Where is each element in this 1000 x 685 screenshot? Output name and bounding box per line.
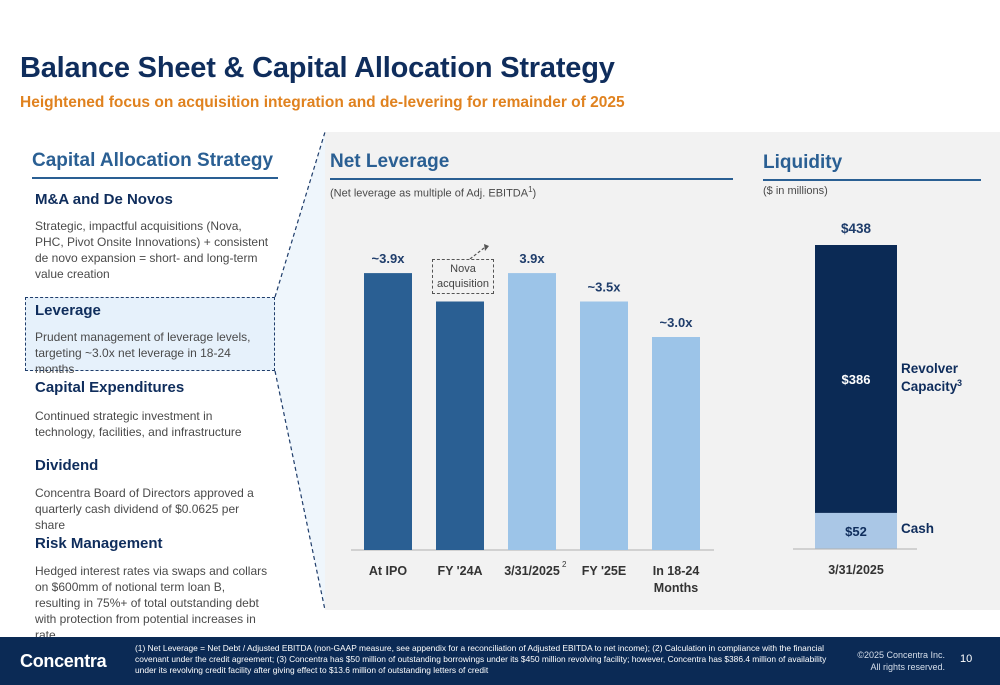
- section-title-dividend: Dividend: [35, 457, 99, 474]
- revolver-capacity-label: Revolver Capacity3: [901, 361, 963, 394]
- net-leverage-data-label: ~3.9x: [372, 251, 406, 266]
- net-leverage-bar: [436, 301, 484, 550]
- footer: Concentra (1) Net Leverage = Net Debt / …: [0, 637, 1000, 685]
- liquidity-bar-segment: [815, 512, 897, 549]
- net-leverage-category-label: FY '25E: [582, 564, 626, 578]
- net-leverage-category-label: FY '24A: [437, 564, 482, 578]
- section-body-dividend: Concentra Board of Directors approved a …: [35, 486, 254, 532]
- section-title-risk: Risk Management: [35, 535, 163, 552]
- net-leverage-bar: [580, 301, 628, 550]
- section-title-leverage: Leverage: [35, 302, 101, 319]
- copyright: ©2025 Concentra Inc. All rights reserved…: [857, 650, 945, 672]
- liquidity-bar-segment: [815, 245, 897, 513]
- annotation-arrow-line: [469, 247, 485, 260]
- liquidity-segment-label: $386: [842, 372, 871, 387]
- net-leverage-bar: [652, 337, 700, 550]
- page-subtitle: Heightened focus on acquisition integrat…: [20, 94, 625, 111]
- net-leverage-data-label: 3.9x: [519, 251, 545, 266]
- net-leverage-category-label: Months: [654, 581, 698, 595]
- net-leverage-data-label: ~3.0x: [660, 315, 694, 330]
- section-title-mna: M&A and De Novos: [35, 191, 173, 208]
- concentra-logo: Concentra: [20, 651, 107, 671]
- net-leverage-data-label: ~3.5x: [588, 280, 622, 295]
- net-leverage-category-label: At IPO: [369, 564, 407, 578]
- net-leverage-subtitle: (Net leverage as multiple of Adj. EBITDA…: [330, 185, 537, 200]
- net-leverage-category-label: 3/31/2025: [504, 564, 560, 578]
- net-leverage-bar: [364, 273, 412, 550]
- section-title-capex: Capital Expenditures: [35, 379, 185, 396]
- nova-acquisition-annotation: Nova acquisition: [432, 259, 494, 294]
- capital-allocation-heading: Capital Allocation Strategy: [32, 150, 278, 179]
- net-leverage-bar: [508, 273, 556, 550]
- section-body-mna: Strategic, impactful acquisitions (Nova,…: [35, 219, 269, 281]
- liquidity-subtitle: ($ in millions): [763, 185, 828, 197]
- footnotes: (1) Net Leverage = Net Debt / Adjusted E…: [135, 643, 827, 676]
- liquidity-total-label: $438: [841, 221, 872, 236]
- cash-label: Cash: [901, 521, 935, 536]
- liquidity-segment-label: $52: [845, 524, 867, 539]
- section-body-leverage: Prudent management of leverage levels, t…: [35, 330, 251, 376]
- net-leverage-category-superscript: 2: [562, 560, 567, 569]
- section-body-capex: Continued strategic investment in techno…: [35, 409, 242, 439]
- annotation-arrow-head: [484, 244, 489, 251]
- liquidity-category-label: 3/31/2025: [828, 563, 884, 577]
- net-leverage-category-label: In 18-24: [653, 564, 700, 578]
- section-body-risk: Hedged interest rates via swaps and coll…: [35, 564, 268, 642]
- leverage-highlight-box: [25, 297, 275, 371]
- page-title: Balance Sheet & Capital Allocation Strat…: [20, 52, 615, 84]
- liquidity-heading: Liquidity: [763, 152, 981, 181]
- net-leverage-heading: Net Leverage: [330, 151, 733, 180]
- page-number: 10: [960, 653, 973, 665]
